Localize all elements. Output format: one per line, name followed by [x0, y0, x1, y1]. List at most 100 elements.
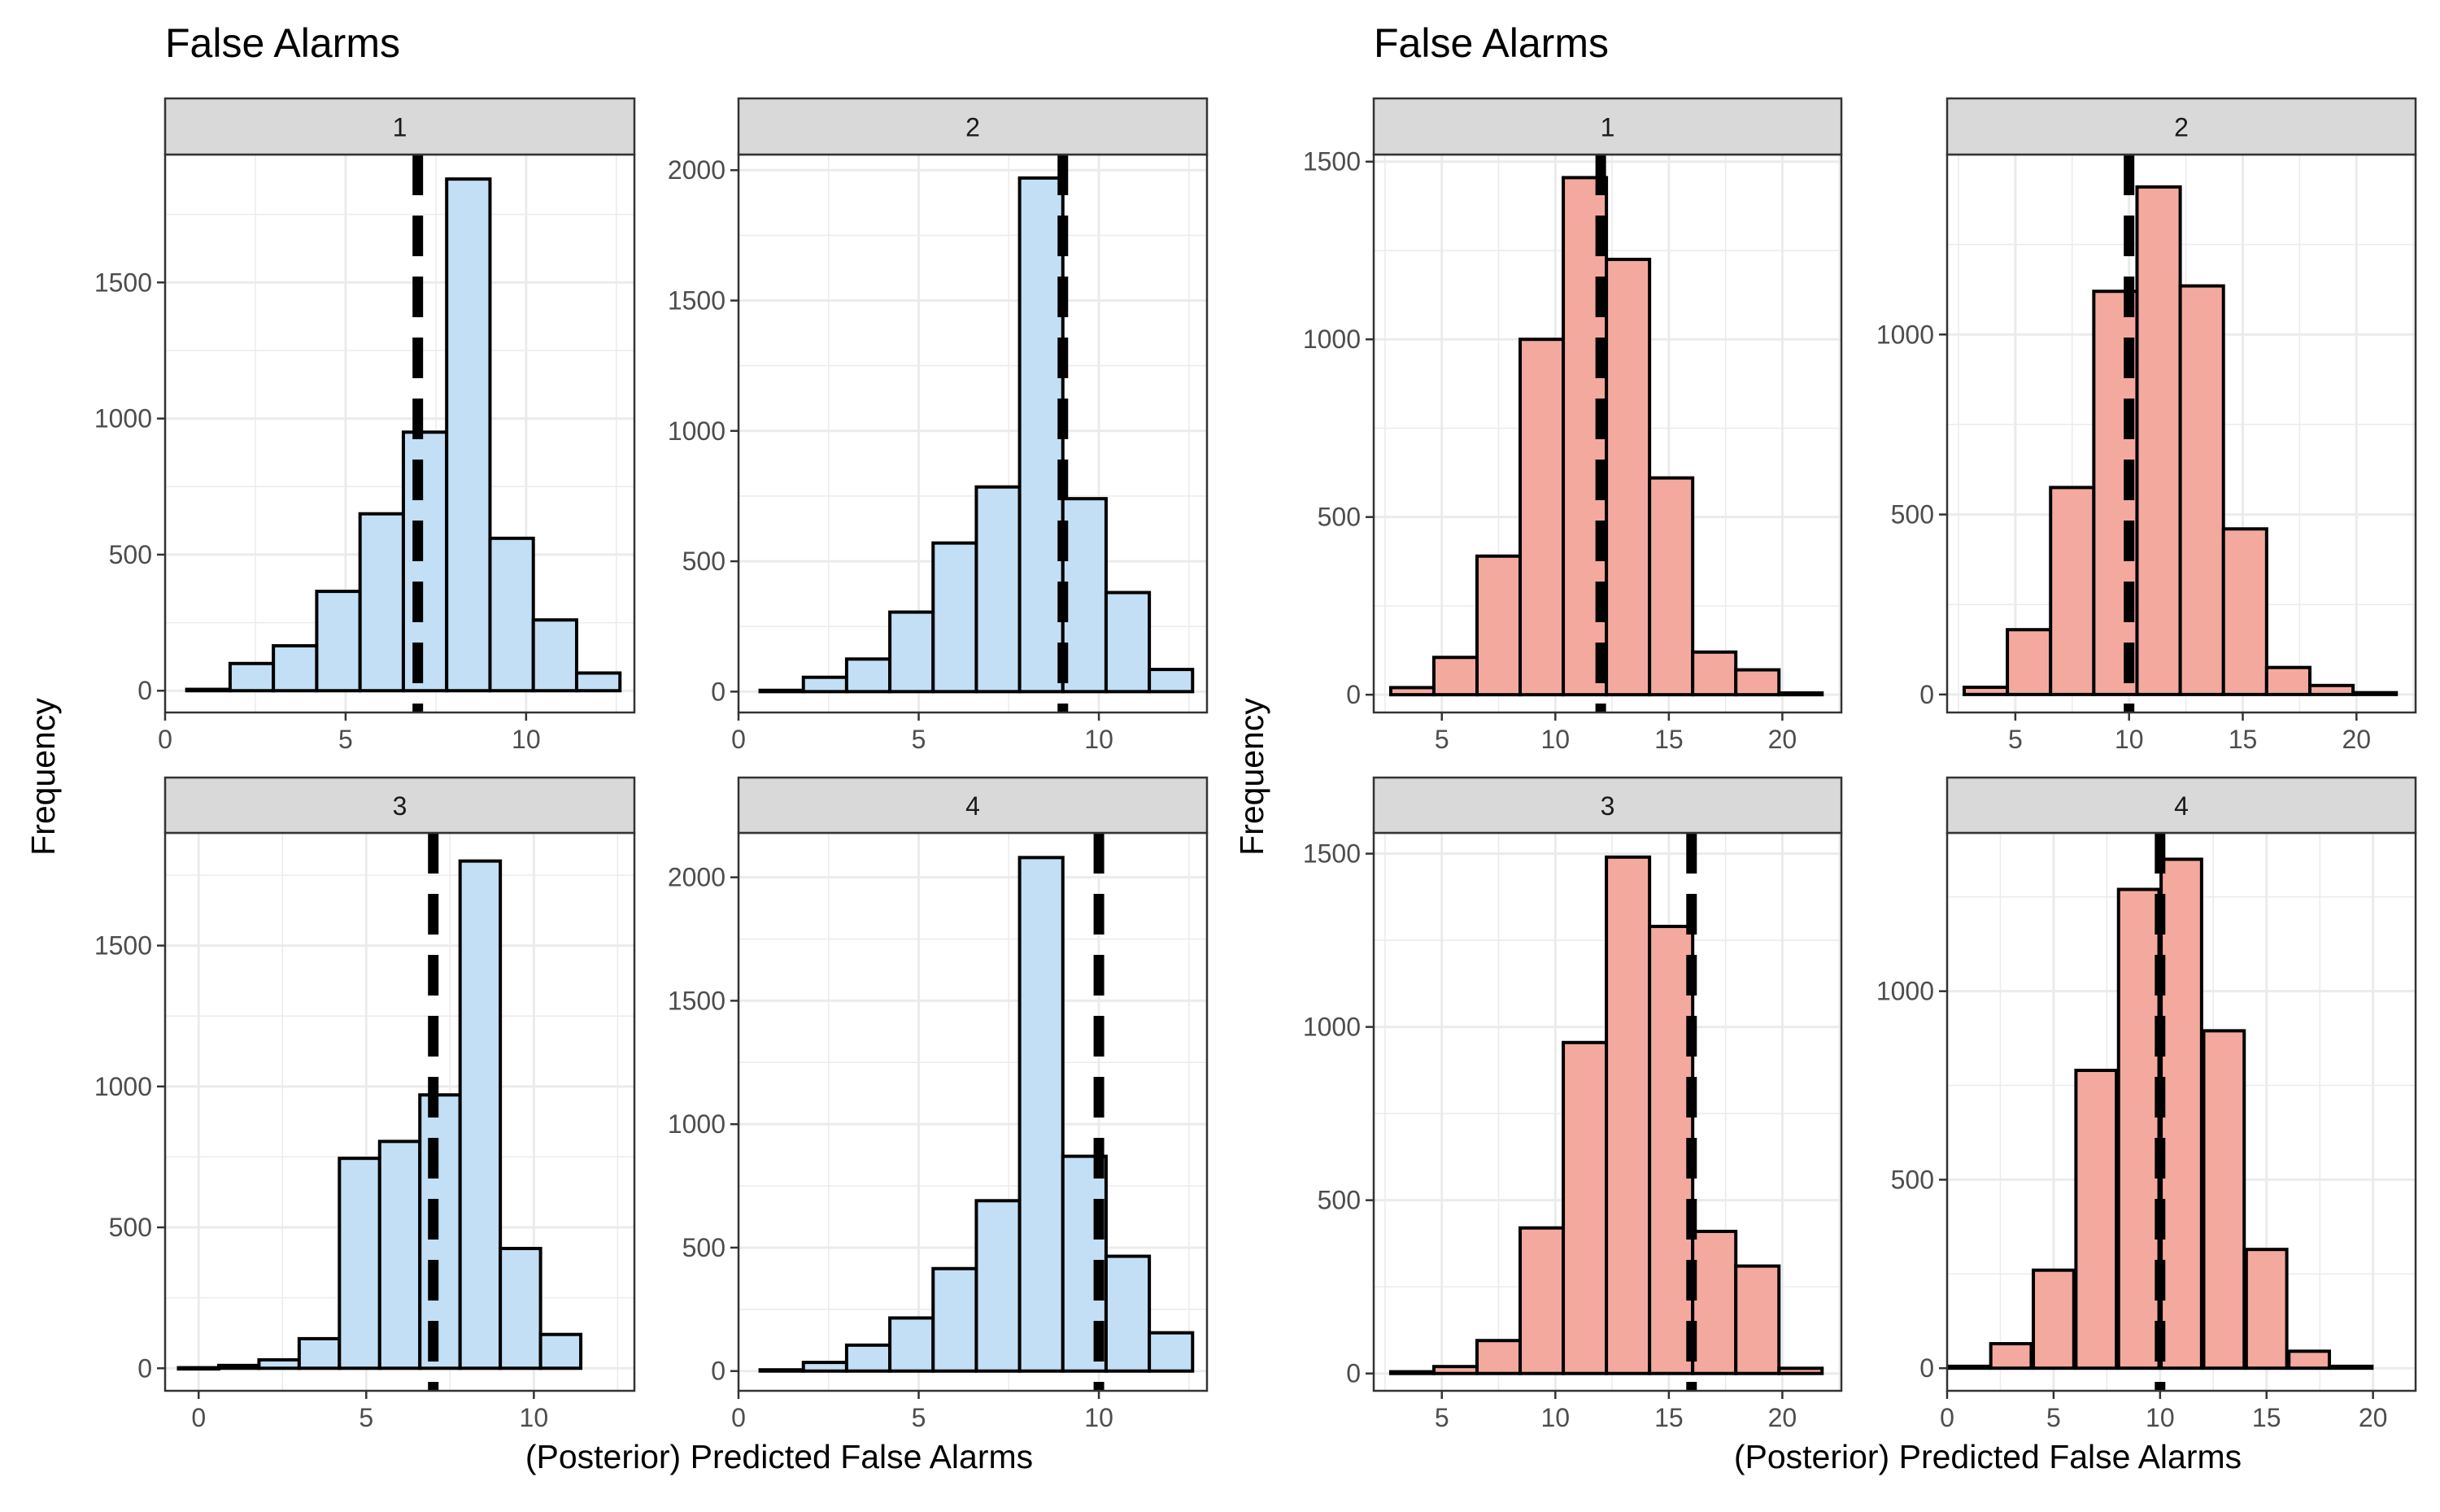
- y-tick-label: 500: [1318, 503, 1361, 532]
- facet-strip-label: 4: [965, 791, 980, 821]
- facet-strip: [737, 97, 1209, 156]
- histogram-bar: [1734, 1264, 1781, 1375]
- panel-contents: [165, 155, 634, 712]
- histogram-bar: [1475, 1339, 1523, 1375]
- histogram-bar: [1148, 1331, 1195, 1373]
- facet-strip: [1945, 776, 2417, 834]
- histogram-bar: [499, 1247, 542, 1370]
- y-tick-label: 1000: [668, 416, 725, 446]
- histogram-bar: [1947, 1364, 1991, 1370]
- histogram-bar: [2264, 665, 2311, 696]
- histogram-bar: [2244, 1248, 2289, 1370]
- histogram-bar: [257, 1357, 301, 1370]
- histogram-bar: [1648, 476, 1695, 697]
- histogram-bar: [272, 644, 319, 693]
- histogram-bar: [377, 1139, 422, 1370]
- x-tick-label: 15: [2252, 1403, 2281, 1432]
- x-tick-label: 10: [1084, 1403, 1113, 1432]
- histogram-bar: [1562, 1040, 1609, 1375]
- histogram-figure-blue: False Alarms Frequency (Posterior) Predict…: [24, 20, 1209, 1475]
- histogram-bar: [2178, 284, 2225, 696]
- facet-strip: [1372, 776, 1843, 834]
- histogram-bar: [801, 1361, 848, 1373]
- histogram-bar: [931, 1266, 978, 1373]
- x-tick-label: 5: [2008, 725, 2023, 754]
- histogram-bar: [216, 1363, 261, 1370]
- y-tick-label: 500: [1891, 1165, 1934, 1194]
- histogram-bar: [1475, 554, 1523, 697]
- y-tick-label: 1500: [94, 268, 152, 297]
- facet-strip: [163, 97, 636, 156]
- x-tick-label: 5: [338, 725, 353, 754]
- histogram-bar: [2049, 486, 2096, 696]
- histogram-bar: [1431, 1365, 1479, 1375]
- x-tick-label: 0: [731, 725, 746, 754]
- facet-panel-4: 4 0 5 10 0 500 1000 1500 2000: [668, 776, 1209, 1432]
- y-tick-label: 0: [711, 1357, 725, 1386]
- panel-contents: [1947, 833, 2416, 1391]
- histogram-bar: [2202, 1029, 2246, 1370]
- x-tick-label: 5: [1435, 725, 1449, 754]
- histogram-bar: [418, 1093, 462, 1370]
- x-tick-label: 5: [2046, 1403, 2061, 1432]
- y-tick-label: 1500: [1303, 147, 1361, 176]
- histogram-bar: [2329, 1364, 2374, 1370]
- x-tick-label: 5: [912, 1403, 926, 1432]
- y-tick-label: 500: [109, 1213, 152, 1242]
- y-tick-label: 1000: [668, 1109, 725, 1139]
- facet-strip-label: 2: [965, 113, 980, 142]
- x-tick-label: 20: [2342, 725, 2372, 754]
- y-tick-label: 0: [137, 676, 152, 705]
- y-tick-label: 0: [1919, 1353, 1934, 1383]
- histogram-bar: [758, 1368, 805, 1373]
- y-tick-label: 1000: [94, 1072, 152, 1101]
- facet-strip: [163, 776, 636, 834]
- y-tick-label: 500: [1891, 500, 1934, 529]
- x-tick-label: 15: [1654, 1403, 1684, 1432]
- panel-contents: [1374, 155, 1841, 712]
- y-tick-label: 500: [682, 1233, 725, 1262]
- x-tick-label: 5: [1435, 1403, 1449, 1432]
- histogram-figure-red: False Alarms Frequency (Posterior) Predict…: [1233, 20, 2417, 1475]
- histogram-bar: [1777, 1366, 1824, 1375]
- x-tick-label: 5: [359, 1403, 373, 1432]
- facet-strip: [1372, 97, 1843, 156]
- x-tick-label: 10: [512, 725, 541, 754]
- histogram-bar: [1388, 686, 1436, 697]
- facet-strip-label: 3: [1601, 791, 1615, 821]
- facet-strip: [737, 776, 1209, 834]
- x-tick-label: 0: [731, 1403, 746, 1432]
- histogram-bar: [531, 618, 578, 693]
- facet-panel-2: 2 0 5 10 0 500 1000 1500 2000: [668, 97, 1209, 754]
- histogram-bar: [445, 177, 492, 693]
- x-tick-label: 10: [1541, 725, 1571, 754]
- facet-strip-label: 1: [393, 113, 407, 142]
- histogram-bar: [185, 687, 232, 693]
- histogram-bar: [458, 859, 503, 1370]
- histogram-bar: [1777, 691, 1824, 697]
- histogram-bar: [2287, 1349, 2331, 1370]
- histogram-bar: [2307, 683, 2355, 696]
- histogram-bar: [1518, 338, 1566, 697]
- histogram-bar: [228, 661, 276, 693]
- facet-panel-2: 2 5 10 15 20 0 500 1000: [1876, 97, 2417, 754]
- histogram-bar: [338, 1157, 381, 1370]
- histogram-bar: [1605, 257, 1652, 697]
- x-tick-label: 10: [2115, 725, 2144, 754]
- histogram-bar: [401, 430, 449, 693]
- y-tick-label: 0: [1919, 680, 1934, 709]
- facet-panel-4: 4 0 5 10 15 20 0 500 1000: [1876, 776, 2417, 1432]
- x-tick-label: 15: [2229, 725, 2258, 754]
- panel-contents: [165, 833, 634, 1391]
- histogram-bar: [1691, 650, 1738, 697]
- histogram-bar: [2032, 1268, 2076, 1370]
- histogram-bar: [974, 485, 1022, 694]
- facet-panel-3: 3 0 5 10 0 500 1000 1500: [94, 776, 636, 1432]
- y-tick-label: 1000: [1876, 977, 1934, 1006]
- panel-contents: [1947, 155, 2416, 712]
- panel-contents: [1374, 833, 1841, 1391]
- y-tick-label: 1500: [668, 986, 725, 1015]
